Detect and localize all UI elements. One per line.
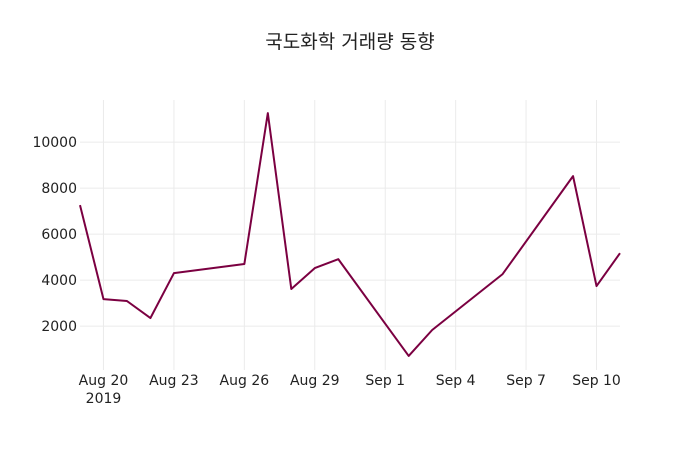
- x-tick-label: Aug 26: [220, 373, 270, 389]
- data-line: [79, 112, 621, 357]
- x-tick-label: Aug 23: [149, 373, 199, 389]
- x-tick-label: Sep 7: [506, 373, 546, 389]
- x-tick-label: Aug 20 2019: [79, 373, 129, 407]
- x-tick-label: Sep 10: [572, 373, 621, 389]
- y-tick-label: 4000: [41, 273, 77, 289]
- y-tick-label: 2000: [41, 319, 77, 335]
- x-tick-label: Sep 4: [436, 373, 476, 389]
- x-tick-label: Aug 29: [290, 373, 340, 389]
- y-tick-label: 6000: [41, 227, 77, 243]
- x-tick-label: Sep 1: [365, 373, 405, 389]
- y-tick-label: 10000: [32, 135, 77, 151]
- y-tick-label: 8000: [41, 181, 77, 197]
- chart-title: 국도화학 거래량 동향: [265, 31, 434, 53]
